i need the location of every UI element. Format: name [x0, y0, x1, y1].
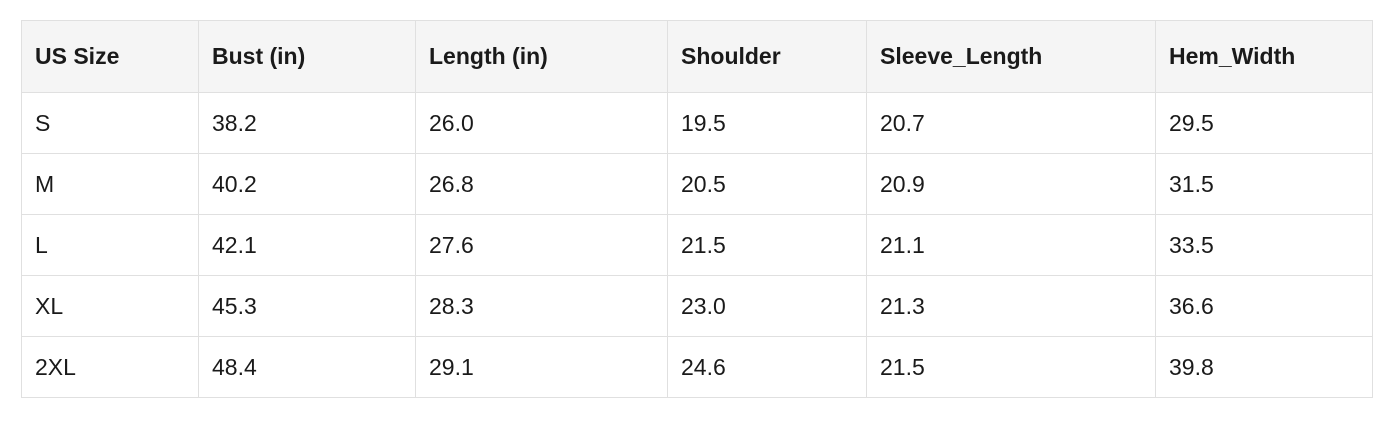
column-header-hem-width: Hem_Width: [1155, 20, 1373, 93]
cell-length: 26.0: [415, 92, 668, 154]
cell-sleeve-length: 21.1: [866, 214, 1156, 276]
cell-hem-width: 39.8: [1155, 336, 1373, 398]
cell-hem-width: 36.6: [1155, 275, 1373, 337]
cell-shoulder: 20.5: [667, 153, 867, 215]
cell-bust: 40.2: [198, 153, 416, 215]
table-row-s: S 38.2 26.0 19.5 20.7 29.5: [21, 92, 1373, 154]
table-row-m: M 40.2 26.8 20.5 20.9 31.5: [21, 153, 1373, 215]
cell-hem-width: 29.5: [1155, 92, 1373, 154]
cell-hem-width: 31.5: [1155, 153, 1373, 215]
cell-size: M: [21, 153, 199, 215]
column-header-shoulder: Shoulder: [667, 20, 867, 93]
cell-shoulder: 21.5: [667, 214, 867, 276]
cell-sleeve-length: 20.9: [866, 153, 1156, 215]
cell-bust: 48.4: [198, 336, 416, 398]
cell-bust: 42.1: [198, 214, 416, 276]
size-chart-table: US Size Bust (in) Length (in) Shoulder S…: [21, 20, 1373, 398]
cell-length: 27.6: [415, 214, 668, 276]
cell-sleeve-length: 21.3: [866, 275, 1156, 337]
cell-length: 28.3: [415, 275, 668, 337]
header-row: US Size Bust (in) Length (in) Shoulder S…: [21, 20, 1373, 93]
column-header-bust: Bust (in): [198, 20, 416, 93]
cell-hem-width: 33.5: [1155, 214, 1373, 276]
column-header-sleeve-length: Sleeve_Length: [866, 20, 1156, 93]
cell-size: L: [21, 214, 199, 276]
cell-shoulder: 19.5: [667, 92, 867, 154]
cell-bust: 45.3: [198, 275, 416, 337]
cell-sleeve-length: 20.7: [866, 92, 1156, 154]
cell-shoulder: 24.6: [667, 336, 867, 398]
cell-sleeve-length: 21.5: [866, 336, 1156, 398]
cell-shoulder: 23.0: [667, 275, 867, 337]
column-header-length: Length (in): [415, 20, 668, 93]
cell-length: 29.1: [415, 336, 668, 398]
size-chart-container: US Size Bust (in) Length (in) Shoulder S…: [21, 20, 1373, 398]
table-row-2xl: 2XL 48.4 29.1 24.6 21.5 39.8: [21, 336, 1373, 398]
column-header-us-size: US Size: [21, 20, 199, 93]
table-row-xl: XL 45.3 28.3 23.0 21.3 36.6: [21, 275, 1373, 337]
cell-length: 26.8: [415, 153, 668, 215]
cell-size: 2XL: [21, 336, 199, 398]
cell-bust: 38.2: [198, 92, 416, 154]
table-row-l: L 42.1 27.6 21.5 21.1 33.5: [21, 214, 1373, 276]
cell-size: S: [21, 92, 199, 154]
cell-size: XL: [21, 275, 199, 337]
